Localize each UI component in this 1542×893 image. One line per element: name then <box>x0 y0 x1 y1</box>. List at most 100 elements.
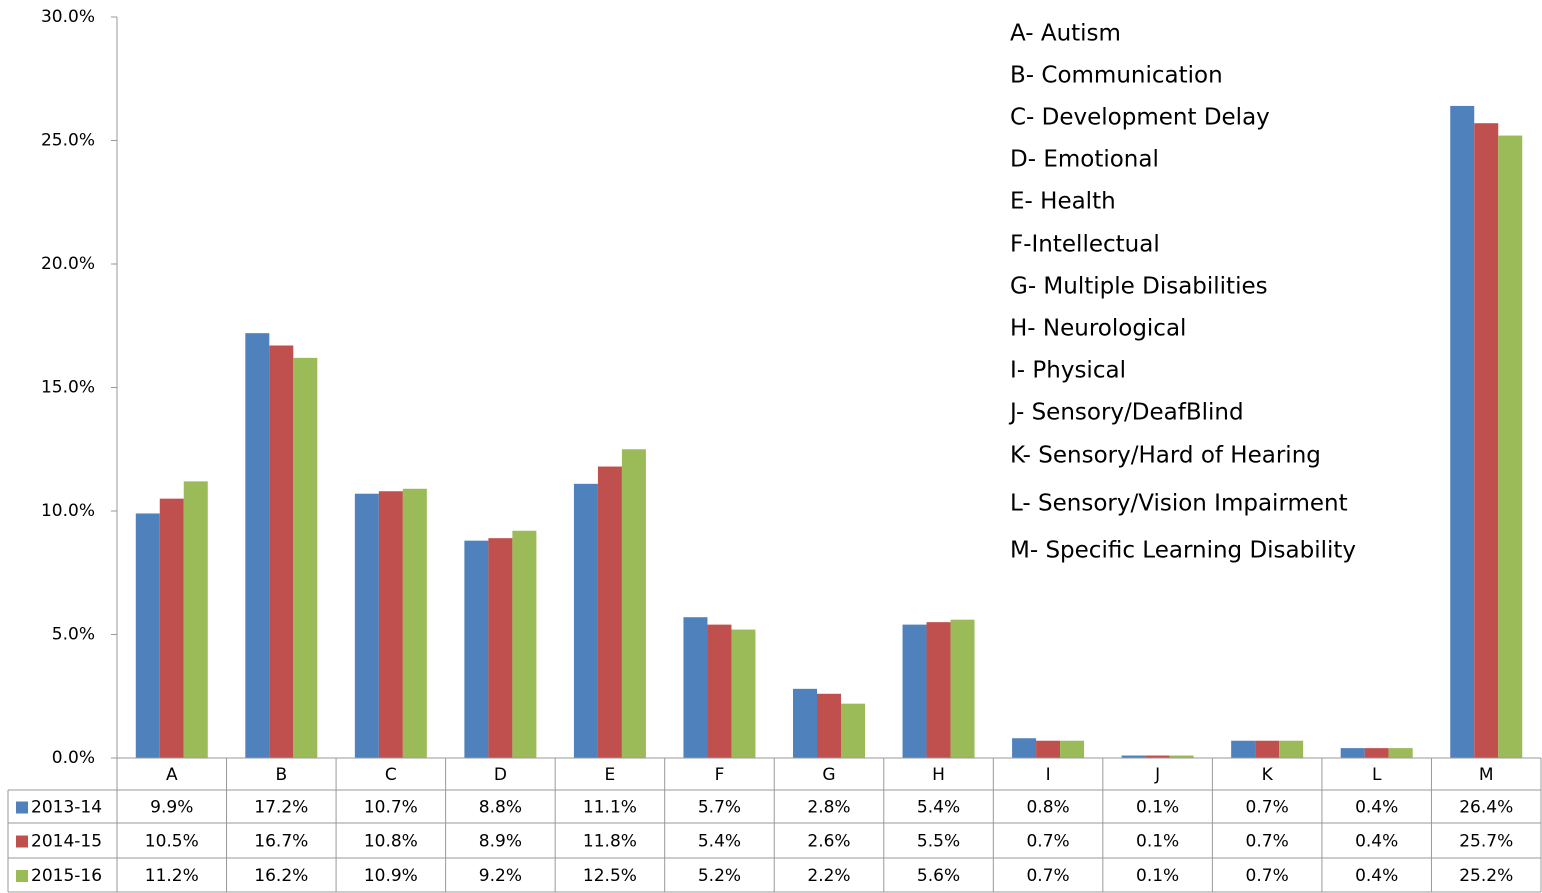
bar <box>135 513 160 758</box>
value-label: 5.4% <box>917 798 960 818</box>
category-key: G- Multiple Disabilities <box>1010 274 1268 300</box>
bar <box>1060 740 1085 758</box>
bar <box>1231 740 1256 758</box>
category-key: H- Neurological <box>1010 316 1186 342</box>
bar <box>597 466 622 758</box>
bar <box>1474 123 1499 758</box>
bar <box>1169 755 1194 758</box>
y-tick-label: 20.0% <box>41 254 95 274</box>
category-key: M- Specific Learning Disability <box>1010 538 1356 564</box>
y-tick-label: 15.0% <box>41 378 95 398</box>
bar <box>1364 748 1389 758</box>
bar <box>245 333 270 758</box>
x-tick-label: J <box>1154 765 1160 785</box>
y-tick-label: 5.0% <box>52 625 95 645</box>
category-key: C- Development Delay <box>1010 105 1270 131</box>
legend-label: 2013-14 <box>31 798 102 818</box>
value-label: 0.7% <box>1246 866 1289 886</box>
category-key: K- Sensory/Hard of Hearing <box>1010 443 1321 469</box>
bar <box>817 693 841 758</box>
bar <box>926 622 951 758</box>
value-label: 17.2% <box>254 798 308 818</box>
category-key: B- Communication <box>1010 63 1223 89</box>
value-label: 0.7% <box>1026 866 1069 886</box>
value-label: 2.8% <box>807 798 850 818</box>
bar <box>159 498 184 758</box>
bar <box>1121 755 1146 758</box>
bar <box>683 617 708 758</box>
value-label: 2.6% <box>807 832 850 852</box>
bar <box>573 483 598 758</box>
bar <box>1012 738 1037 758</box>
value-label: 5.7% <box>698 798 741 818</box>
value-label: 9.9% <box>150 798 193 818</box>
value-label: 2.2% <box>807 866 850 886</box>
value-label: 10.7% <box>364 798 418 818</box>
x-tick-label: C <box>385 765 397 785</box>
bar <box>621 449 646 758</box>
value-label: 0.7% <box>1026 832 1069 852</box>
value-label: 0.4% <box>1355 866 1398 886</box>
bar <box>950 619 975 758</box>
bar <box>731 629 756 758</box>
value-label: 11.1% <box>583 798 637 818</box>
y-tick-label: 25.0% <box>41 131 95 151</box>
bar <box>1340 748 1365 758</box>
legend-swatch <box>16 870 28 882</box>
x-tick-label: B <box>275 765 287 785</box>
value-label: 11.2% <box>145 866 199 886</box>
bar <box>488 538 513 758</box>
x-tick-label: I <box>1046 765 1051 785</box>
y-tick-label: 30.0% <box>41 7 95 27</box>
bar <box>1279 740 1304 758</box>
y-tick-label: 10.0% <box>41 501 95 521</box>
category-key: D- Emotional <box>1010 147 1159 173</box>
value-label: 9.2% <box>479 866 522 886</box>
bar <box>1255 740 1280 758</box>
category-key: E- Health <box>1010 189 1116 215</box>
value-label: 5.5% <box>917 832 960 852</box>
x-tick-label: E <box>605 765 616 785</box>
value-label: 26.4% <box>1459 798 1513 818</box>
bar <box>512 530 537 758</box>
value-label: 0.8% <box>1026 798 1069 818</box>
y-tick-label: 0.0% <box>52 748 95 768</box>
bar <box>707 624 732 758</box>
value-label: 0.7% <box>1246 832 1289 852</box>
bar <box>378 491 403 758</box>
bar <box>183 481 208 758</box>
x-tick-label: L <box>1372 765 1382 785</box>
value-label: 8.8% <box>479 798 522 818</box>
bar <box>269 345 294 758</box>
value-label: 0.4% <box>1355 798 1398 818</box>
bar <box>402 488 427 758</box>
bar <box>1498 135 1523 758</box>
legend-swatch <box>16 835 28 848</box>
value-label: 5.4% <box>698 832 741 852</box>
bar <box>464 540 489 758</box>
x-tick-label: M <box>1479 765 1494 785</box>
value-label: 10.5% <box>145 832 199 852</box>
x-tick-label: G <box>822 765 835 785</box>
x-tick-label: A <box>166 765 178 785</box>
bar <box>354 493 379 758</box>
value-label: 0.1% <box>1136 866 1179 886</box>
value-label: 25.2% <box>1459 866 1513 886</box>
category-key: L- Sensory/Vision Impairment <box>1010 491 1348 517</box>
bar <box>1388 748 1413 758</box>
value-label: 16.7% <box>254 832 308 852</box>
category-key: J- Sensory/DeafBlind <box>1008 400 1244 426</box>
x-tick-label: F <box>715 765 725 785</box>
value-label: 0.7% <box>1246 798 1289 818</box>
x-tick-label: D <box>494 765 507 785</box>
legend-swatch <box>16 801 28 814</box>
category-key: I- Physical <box>1010 358 1126 384</box>
value-label: 5.6% <box>917 866 960 886</box>
value-label: 5.2% <box>698 866 741 886</box>
x-tick-label: H <box>932 765 945 785</box>
value-label: 0.4% <box>1355 832 1398 852</box>
value-label: 10.9% <box>364 866 418 886</box>
category-key: F-Intellectual <box>1010 232 1160 258</box>
value-label: 8.9% <box>479 832 522 852</box>
